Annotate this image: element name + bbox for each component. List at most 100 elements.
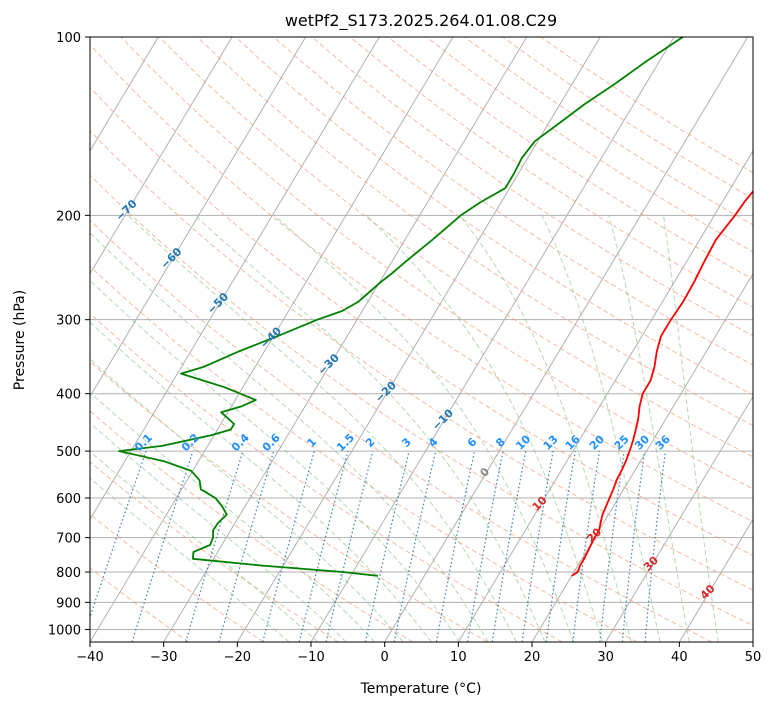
- dry-adiabat: [349, 37, 753, 308]
- moist-adiabat-label: 40: [698, 582, 718, 602]
- x-tick-label: 10: [450, 650, 467, 665]
- isotherm-gridline: [752, 641, 753, 642]
- dry-adiabat: [90, 360, 488, 642]
- moist-adiabat: [90, 422, 347, 642]
- dry-adiabat-label: −10: [430, 406, 457, 433]
- x-axis-label: Temperature (°C): [360, 681, 482, 697]
- isotherm-gridline: [90, 37, 454, 642]
- mixing-ratio-line: [466, 450, 504, 642]
- y-tick-label: 700: [56, 532, 81, 547]
- dry-adiabat: [540, 37, 753, 174]
- x-tick-label: 0: [381, 650, 389, 665]
- moist-adiabat-label: 20: [584, 525, 604, 545]
- dry-adiabat-label: −40: [258, 324, 285, 351]
- dry-adiabat: [90, 86, 753, 557]
- dry-adiabat: [90, 174, 753, 627]
- moist-adiabat-label: 30: [641, 553, 661, 573]
- chart-title: wetPf2_S173.2025.264.01.08.C29: [285, 11, 557, 31]
- moist-adiabat: [663, 215, 719, 642]
- isotherm-gridline: [90, 37, 159, 152]
- isotherm-gridline: [0, 37, 11, 642]
- dry-adiabat: [90, 312, 563, 642]
- isotherm-gridline: [605, 395, 753, 642]
- moist-adiabat: [194, 214, 546, 642]
- isotherm-gridline: [90, 37, 307, 398]
- y-tick-label: 300: [56, 314, 81, 329]
- moist-adiabat: [541, 215, 661, 642]
- background-lines: [0, 37, 753, 642]
- dry-adiabat: [90, 567, 190, 642]
- dry-adiabat: [90, 410, 414, 642]
- dry-adiabat-label: −20: [373, 378, 400, 405]
- mixing-ratio-line: [393, 450, 437, 642]
- isotherm-gridline: [90, 37, 233, 275]
- series-layer: [118, 37, 753, 577]
- mixing-ratio-line: [218, 450, 275, 642]
- temperature-profile-line: [571, 189, 753, 577]
- x-tick-label: −10: [297, 650, 324, 665]
- moist-adiabat: [608, 215, 690, 642]
- isotherm-gridline: [163, 37, 528, 642]
- moist-adiabat: [274, 214, 575, 642]
- axis-ticks: −40 −30 −20 −10 0 10 20 30 40 50 100 200 300 400 500 60…: [48, 31, 761, 665]
- mixing-ratio-line: [644, 451, 666, 642]
- dry-adiabat-label: −50: [205, 290, 232, 317]
- moist-adiabat: [459, 215, 632, 642]
- mixing-ratio-line: [298, 450, 349, 642]
- mixing-ratio-label: 1: [305, 435, 320, 450]
- y-tick-label: 900: [56, 596, 81, 611]
- mixing-ratio-line: [521, 450, 554, 642]
- moist-adiabat: [90, 450, 319, 642]
- y-tick-label: 800: [56, 566, 81, 581]
- mixing-ratio-line: [572, 451, 601, 642]
- mixing-ratio-label: 2: [363, 435, 378, 450]
- dry-adiabat: [90, 130, 753, 591]
- dewpoint-profile-line: [118, 37, 684, 577]
- y-tick-label: 400: [56, 388, 81, 403]
- x-tick-label: 30: [597, 650, 614, 665]
- x-tick-label: −20: [224, 650, 251, 665]
- dry-adiabat: [273, 37, 753, 366]
- y-tick-label: 1000: [48, 623, 81, 638]
- dry-adiabat: [90, 513, 264, 642]
- plot-frame: [89, 36, 754, 643]
- moist-adiabat: [90, 279, 461, 642]
- moist-adiabat: [90, 391, 376, 642]
- dry-adiabat: [235, 37, 753, 396]
- mixing-ratio-label: 3: [399, 435, 414, 450]
- mixing-ratio-line: [185, 450, 244, 642]
- mixing-ratio-line: [545, 451, 576, 642]
- mixing-ratio-label: 10: [513, 432, 533, 452]
- moist-adiabat: [90, 232, 489, 642]
- mixing-ratio-label: 8: [493, 435, 508, 450]
- moist-adiabat: [90, 358, 404, 642]
- dry-adiabat: [90, 219, 712, 642]
- x-tick-label: −40: [76, 650, 103, 665]
- mixing-ratio-line: [364, 450, 410, 642]
- dry-adiabat-label: −60: [158, 245, 185, 272]
- moist-adiabat: [365, 214, 603, 642]
- x-tick-label: 40: [671, 650, 688, 665]
- dry-adiabat: [197, 37, 753, 427]
- y-axis-label: Pressure (hPa): [12, 290, 28, 390]
- y-tick-label: 200: [56, 209, 81, 224]
- dry-adiabat: [90, 43, 753, 523]
- isotherm-gridline: [236, 37, 601, 642]
- mixing-ratio-line: [599, 451, 625, 642]
- annotation-labels: −70−60−50−40−30−20−100.1 0.2 0.4 0.6 1 1.5 2 3 4…: [113, 197, 718, 602]
- dry-adiabat: [90, 461, 339, 642]
- moist-adiabat-label: 10: [530, 494, 550, 514]
- dry-adiabat: [426, 37, 753, 253]
- mixing-ratio-line: [621, 451, 646, 642]
- mixing-ratio-label: 20: [587, 432, 607, 452]
- x-tick-label: 20: [524, 650, 541, 665]
- x-tick-label: −30: [150, 650, 177, 665]
- dry-adiabat: [311, 37, 753, 337]
- y-tick-label: 100: [56, 31, 81, 46]
- mixing-ratio-label: 16: [563, 432, 583, 452]
- moist-adiabat: [127, 214, 517, 642]
- dry-adiabat: [120, 37, 753, 490]
- dry-adiabat: [387, 37, 753, 280]
- isotherm-gridline: [457, 149, 753, 642]
